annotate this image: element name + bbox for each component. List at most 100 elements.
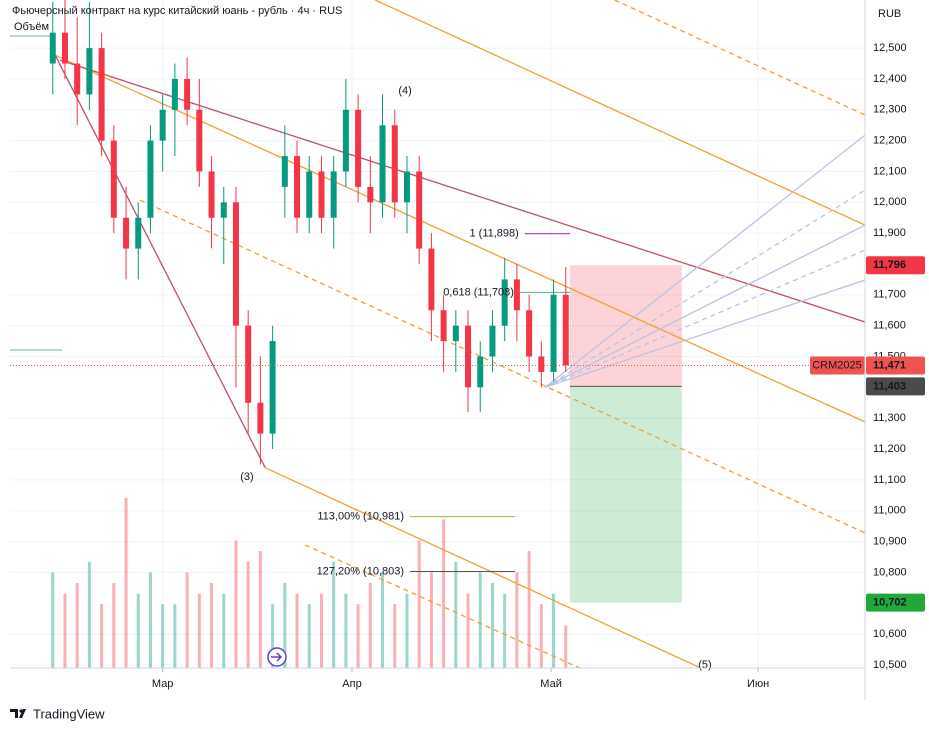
volume-bar <box>173 604 177 668</box>
currency-label: RUB <box>878 8 901 20</box>
candle-body <box>440 310 447 342</box>
trend-line <box>544 279 865 388</box>
volume-bar <box>185 572 189 668</box>
volume-bar <box>51 572 55 668</box>
candle-body <box>513 279 520 311</box>
candle-body <box>86 48 93 95</box>
volume-bar <box>381 572 385 668</box>
volume-bar <box>564 625 568 668</box>
candle-body <box>184 78 191 110</box>
symbol-badge <box>810 356 865 375</box>
candle-body <box>501 279 508 326</box>
trend-line <box>139 199 865 534</box>
volume-bar <box>552 593 556 668</box>
candle-body <box>232 202 239 326</box>
y-tick-label: 10,800 <box>873 566 907 578</box>
trend-line <box>59 59 865 323</box>
volume-bar <box>148 572 152 668</box>
candle-body <box>281 156 288 187</box>
volume-bar <box>63 593 67 668</box>
y-tick-label: 11,200 <box>873 443 906 455</box>
candle-body <box>98 48 105 141</box>
volume-bar <box>258 551 262 668</box>
candle-body <box>171 78 178 110</box>
grid-layer <box>10 0 865 668</box>
volume-bar <box>503 593 507 668</box>
target-price-label: 10,702 <box>873 597 907 609</box>
wave-label: (3) <box>240 471 253 483</box>
volume-bar <box>417 540 421 668</box>
candle-body <box>159 109 166 141</box>
volume-bar <box>442 519 446 668</box>
candle-body <box>135 217 142 249</box>
wave-label: (5) <box>698 659 711 671</box>
volume-bar <box>246 561 250 668</box>
candle-body <box>342 109 349 172</box>
fib-label: 127,20% (10,803) <box>317 565 404 577</box>
volume-bar <box>307 604 311 668</box>
volume-bar <box>161 604 165 668</box>
candle-body <box>208 171 215 218</box>
position-layer <box>570 265 682 603</box>
candle-body <box>306 171 313 218</box>
y-tick-label: 11,600 <box>873 320 906 332</box>
trend-line <box>544 134 865 388</box>
stop-zone <box>570 265 682 387</box>
last-price-label: 11,471 <box>873 359 906 371</box>
fib-label: 0,618 (11,708) <box>443 286 514 298</box>
fib-label: 1 (11,898) <box>470 228 519 240</box>
candle-body <box>61 32 68 64</box>
volume-layer <box>51 498 568 668</box>
y-tick-label: 12,500 <box>873 42 907 54</box>
y-tick-label: 10,600 <box>873 628 907 640</box>
volume-bar <box>234 540 238 668</box>
volume-bar <box>271 604 275 668</box>
logo-mark <box>10 709 26 718</box>
candle-body <box>391 125 398 203</box>
candle-body <box>245 325 252 403</box>
y-tick-label: 12,400 <box>873 73 907 85</box>
drawing-layer <box>54 0 865 668</box>
candle-body <box>562 294 569 366</box>
watermark: TradingView <box>33 706 105 721</box>
y-tick-label: 12,200 <box>873 135 907 147</box>
y-tick-label: 12,100 <box>873 165 907 177</box>
entry-price-label: 11,403 <box>873 380 906 392</box>
candle-body <box>538 356 545 372</box>
candle-body <box>428 248 435 311</box>
volume-bar <box>112 583 116 668</box>
candle-body <box>403 171 410 203</box>
entry-price-badge <box>866 377 925 396</box>
candle-body <box>489 325 496 357</box>
candle-body <box>196 109 203 172</box>
trend-line <box>374 0 865 226</box>
volume-bar <box>356 604 360 668</box>
replay-arrow[interactable] <box>271 652 283 662</box>
wave-label: (4) <box>398 85 411 97</box>
y-tick-label: 11,100 <box>873 474 906 486</box>
fib-label: 113,00% (10,981) <box>317 510 404 522</box>
stop-price-badge <box>866 256 925 275</box>
candle-body <box>550 294 557 372</box>
volume-bar <box>295 593 299 668</box>
volume-bar <box>478 572 482 668</box>
volume-bar <box>515 572 519 668</box>
volume-bar <box>393 604 397 668</box>
trend-line <box>54 54 865 423</box>
candle-body <box>452 325 459 342</box>
volume-bar <box>466 593 470 668</box>
target-price-badge <box>866 593 925 612</box>
trend-line <box>544 224 865 388</box>
volume-label: Объём <box>14 21 49 33</box>
volume-bar <box>539 604 543 668</box>
y-tick-label: 12,000 <box>873 196 907 208</box>
x-tick-label: Май <box>540 678 562 690</box>
trend-line <box>54 54 266 469</box>
x-tick-label: Апр <box>342 678 361 690</box>
trend-line <box>544 249 865 388</box>
volume-bar <box>222 593 226 668</box>
volume-bar <box>210 583 214 668</box>
replay-icon[interactable] <box>267 647 287 667</box>
label-layer: 12,500 12,400 12,300 12,200 12,100 12,000 11,9… <box>10 42 925 690</box>
